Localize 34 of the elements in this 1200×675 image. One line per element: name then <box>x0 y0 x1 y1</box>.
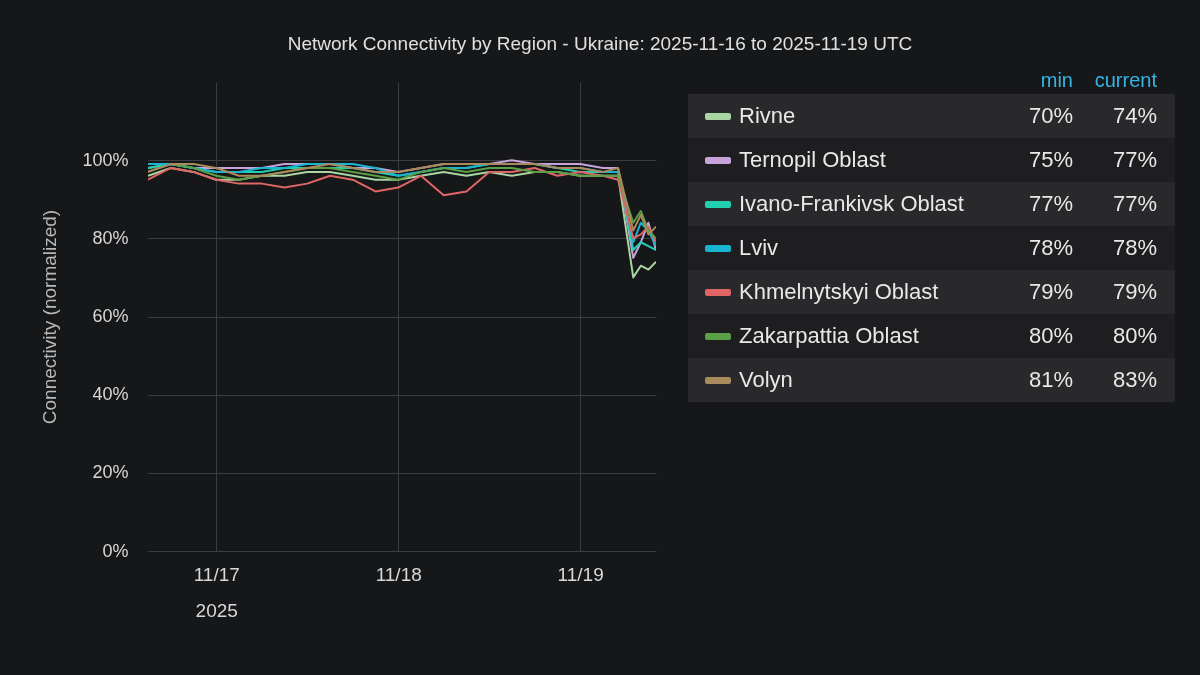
y-tick-label: 0% <box>102 540 129 561</box>
text: 78% <box>1027 235 1073 261</box>
legend-label: Rivne <box>739 103 797 129</box>
text: 77% <box>1027 191 1073 217</box>
legend-label: Ternopil Oblast <box>739 147 887 173</box>
x-tick-label: 11/19 <box>557 563 604 585</box>
legend-label: Zakarpattia Oblast <box>739 323 920 349</box>
legend-label: Khmelnytskyi Oblast <box>739 279 940 305</box>
text: 81% <box>1027 367 1073 393</box>
chart-title: Network Connectivity by Region - Ukraine: 2025-11-16 to 2025-11-19 UTC <box>286 33 914 55</box>
text: 78% <box>1111 235 1158 261</box>
text: 80% <box>1111 323 1158 349</box>
legend-label: Lviv <box>739 235 780 261</box>
x-tick-label: 11/18 <box>375 563 422 585</box>
text: current <box>1093 68 1158 92</box>
text: 74% <box>1111 103 1158 129</box>
text: min <box>1039 68 1073 92</box>
text: 79% <box>1111 279 1158 305</box>
text: 83% <box>1111 367 1158 393</box>
y-tick-label: 20% <box>92 462 129 483</box>
text: 79% <box>1027 279 1073 305</box>
text: 70% <box>1027 103 1073 129</box>
y-axis-title: Connectivity (normalized) <box>39 209 61 425</box>
text: 75% <box>1027 147 1073 173</box>
y-tick-label: 60% <box>92 306 129 326</box>
text: 77% <box>1111 147 1158 173</box>
legend-label: Ivano-Frankivsk Oblast <box>739 191 965 217</box>
legend-label: Volyn <box>739 367 794 393</box>
y-tick-label: 40% <box>92 384 129 405</box>
text: 77% <box>1111 191 1158 217</box>
y-tick-label: 100% <box>82 149 129 170</box>
y-tick-label: 80% <box>92 227 129 248</box>
text: 80% <box>1027 323 1073 349</box>
x-tick-label: 11/17 2025 <box>193 563 240 621</box>
